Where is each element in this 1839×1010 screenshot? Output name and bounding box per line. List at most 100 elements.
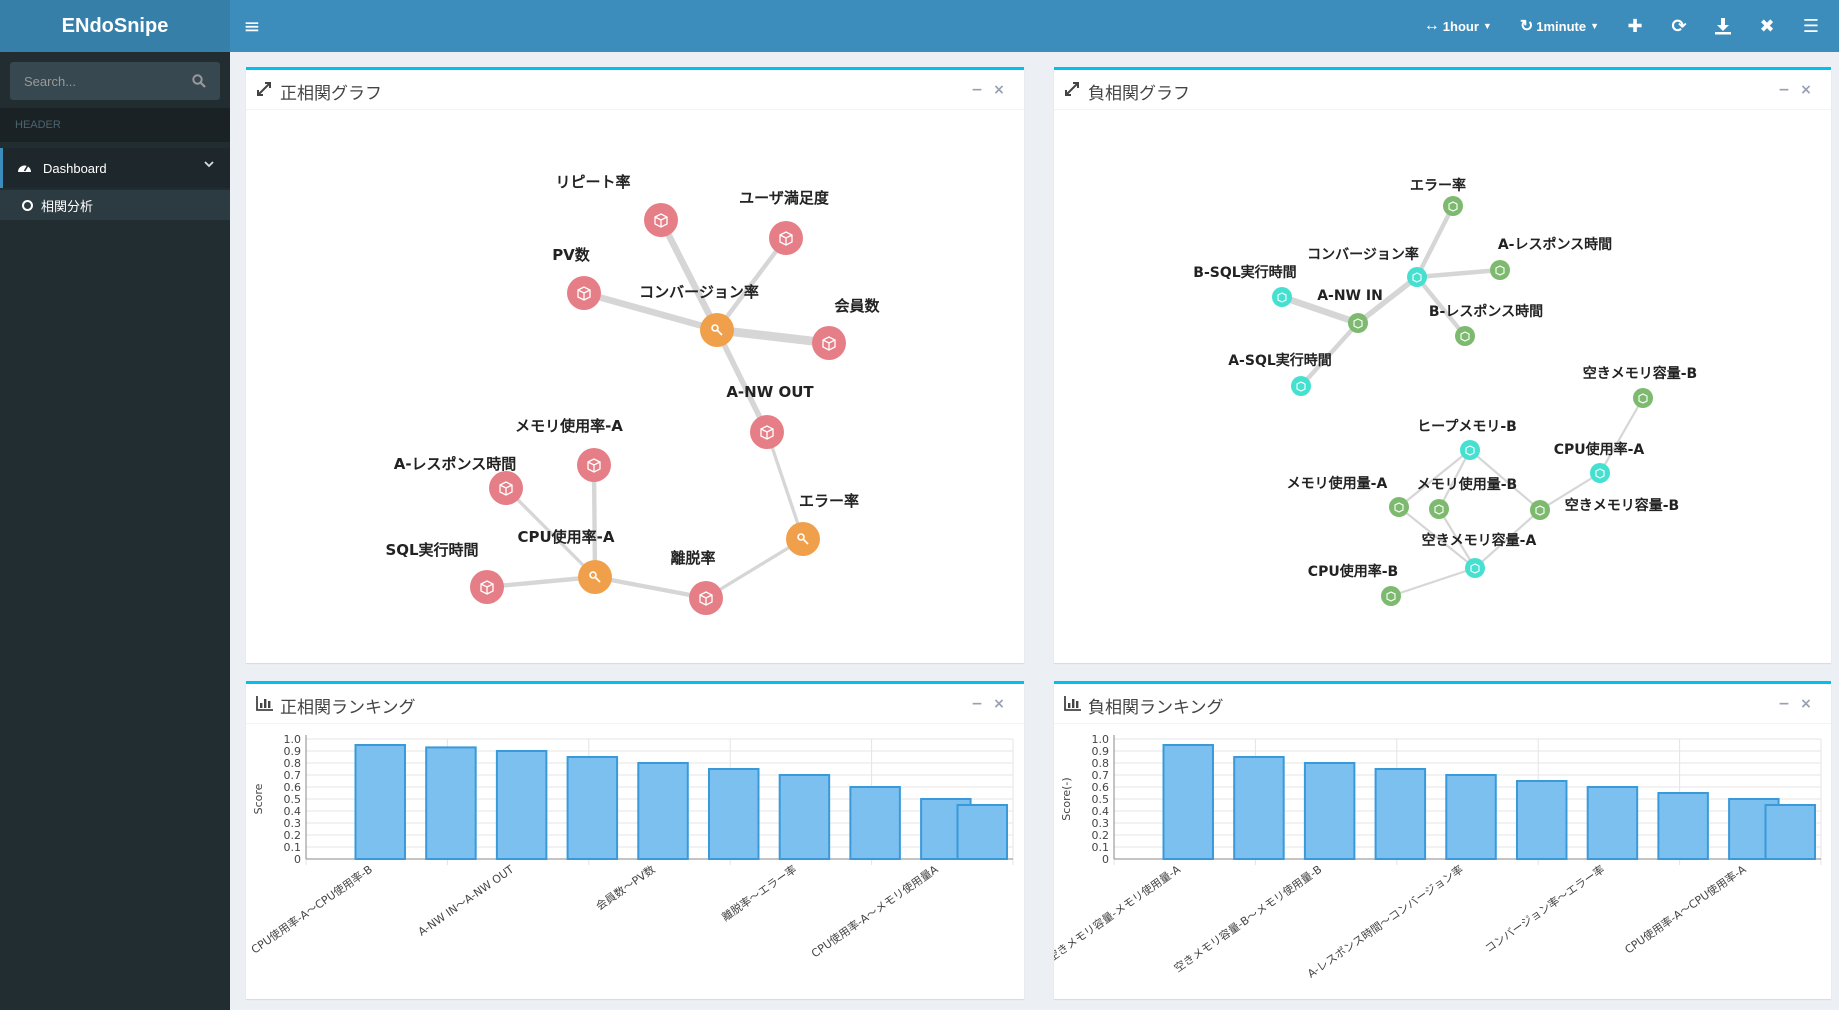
bar[interactable] [778,774,831,860]
node-label: PV数 [552,246,591,264]
graph-node[interactable]: B-SQL実行時間 [1193,264,1297,307]
bar[interactable] [637,762,689,860]
close-button[interactable]: × [1800,696,1812,712]
bar[interactable] [354,744,406,860]
minimize-button[interactable]: − [971,696,983,712]
graph-node[interactable]: エラー率 [1410,177,1466,216]
search-icon[interactable] [184,66,214,96]
graph-node[interactable]: コンバージョン率 [639,283,759,347]
y-tick-label: 1.0 [1092,733,1110,746]
bar[interactable] [849,786,901,860]
search-input[interactable] [10,62,180,100]
graph-node[interactable]: SQL実行時間 [385,541,504,604]
close-button[interactable]: × [1800,82,1812,98]
graph-edge [580,289,721,334]
graph-node[interactable]: メモリ使用量-B [1417,476,1517,519]
graph-node[interactable]: エラー率 [786,492,859,556]
plus-icon[interactable]: ✚ [1627,15,1643,37]
bar[interactable] [1515,780,1568,860]
cube-icon [1448,201,1458,212]
minimize-button[interactable]: − [971,82,983,98]
bar[interactable] [566,756,619,860]
graph-node[interactable]: リピート率 [555,173,678,237]
bar[interactable] [495,750,548,860]
graph-node[interactable]: 空きメモリ容量-B [1583,365,1697,408]
graph-node[interactable]: PV数 [552,246,601,310]
y-tick-label: 0.9 [1092,745,1110,758]
graph-node[interactable]: CPU使用率-B [1308,563,1401,606]
close-icon[interactable]: ✖ [1759,15,1775,37]
node-circle [1443,196,1463,216]
cube-icon [779,231,793,246]
y-tick-label: 0.1 [284,841,302,854]
graph-node[interactable]: CPU使用率-A [1554,441,1645,483]
node-label: メモリ使用率-A [515,417,623,435]
cube-icon [1394,502,1404,513]
bar[interactable] [1586,786,1639,860]
graph-edge [1397,448,1472,509]
panel-title: 負相関グラフ [1088,84,1190,104]
y-tick-label: 0.7 [1092,769,1110,782]
graph-node[interactable]: A-SQL実行時間 [1228,352,1332,396]
time-range-dropdown[interactable]: ↔ 1hour ▼ [1410,0,1506,52]
app-logo[interactable]: ENdoSnipe [0,0,230,52]
graph-node[interactable]: B-レスポンス時間 [1429,303,1543,346]
y-tick-label: 0.8 [1092,757,1110,770]
bar[interactable] [1445,774,1497,860]
close-button[interactable]: × [993,82,1005,98]
minimize-button[interactable]: − [1778,82,1790,98]
cube-icon [1277,292,1287,303]
x-tick-label: A-NW IN～A-NW OUT [416,863,517,939]
bar[interactable] [425,746,477,860]
node-circle [1272,287,1292,307]
reload-icon[interactable]: ⟳ [1671,15,1687,37]
expand-icon[interactable] [256,81,274,99]
bar[interactable] [1303,762,1356,860]
graph-node[interactable]: ユーザ満足度 [739,189,830,255]
download-icon[interactable] [1701,0,1745,52]
graph-node[interactable]: A-レスポンス時間 [1490,236,1612,280]
minimize-button[interactable]: − [1778,696,1790,712]
graph-node[interactable]: コンバージョン率 [1307,246,1427,287]
time-range-label: 1hour [1442,18,1479,34]
graph-node[interactable]: メモリ使用率-A [515,417,623,482]
graph-node[interactable]: ヒープメモリ-B [1417,419,1517,460]
chart-area: 0 0.1 0.2 0.3 0.4 0.5 0.6 0.7 0.8 0.9 1.0 Score CPU使… [246,724,1024,999]
graph-node[interactable]: 会員数 [812,297,880,360]
node-label: リピート率 [555,173,630,191]
graph-node[interactable]: A-NW OUT [726,383,814,449]
bar[interactable] [956,804,1009,860]
expand-icon[interactable] [1064,81,1082,99]
key-icon [797,533,805,541]
bar[interactable] [1374,768,1427,860]
graph-node[interactable]: A-レスポンス時間 [394,455,523,505]
y-tick-label: 0.7 [284,769,302,782]
graph-node[interactable]: A-NW IN [1317,288,1383,333]
y-tick-label: 0.3 [284,817,302,830]
node-label: メモリ使用量-B [1417,476,1517,493]
sidebar-toggle-icon[interactable]: ≡ [243,14,261,38]
key-icon [802,538,809,545]
sidebar-subitem-correlation[interactable]: 相関分析 [0,190,230,220]
graph-node[interactable]: 空きメモリ容量-A [1422,532,1537,578]
graph-node[interactable]: 空きメモリ容量-B [1530,497,1679,520]
bar[interactable] [1764,804,1817,860]
bar[interactable] [1657,792,1709,860]
x-tick-label: コンバージョン率～エラー率 [1482,862,1607,955]
graph-edge [1414,267,1503,280]
sidebar-item-dashboard[interactable]: Dashboard [0,148,230,188]
bar[interactable] [1162,744,1214,860]
graph-node[interactable]: メモリ使用量-A [1287,475,1409,517]
bar[interactable] [707,768,760,860]
graph-node[interactable]: 離脱率 [670,549,723,615]
graph-node[interactable]: CPU使用率-A [517,528,615,594]
menu-icon[interactable]: ☰ [1802,15,1820,37]
key-icon [716,329,723,336]
bar[interactable] [1233,756,1285,860]
refresh-interval-dropdown[interactable]: ↻ 1minute ▼ [1506,0,1613,52]
close-button[interactable]: × [993,696,1005,712]
y-tick-label: 0.6 [1092,781,1110,794]
negative-ranking-chart: 00.10.20.30.40.50.60.70.80.91.0 Score(-) 空… [1054,733,1822,981]
cube-icon [1535,505,1545,516]
